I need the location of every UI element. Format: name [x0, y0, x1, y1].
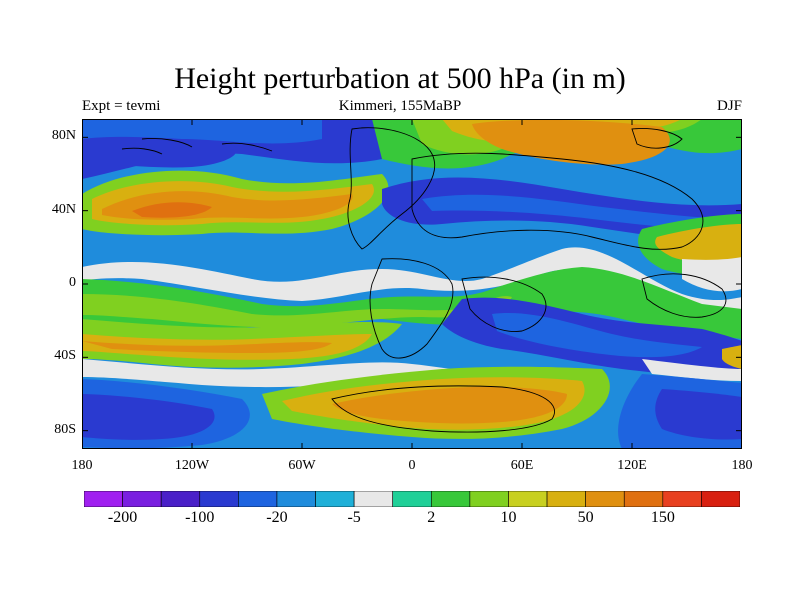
lat-tick-label: 40S	[54, 348, 76, 364]
colorbar-swatch	[353, 491, 394, 507]
colorbar-swatch	[315, 491, 355, 507]
lon-tick-label: 180	[731, 458, 753, 473]
colorbar-swatch	[469, 491, 509, 507]
colorbar-swatch	[430, 491, 471, 507]
colorbar-label: -100	[185, 509, 215, 526]
experiment-label: Expt = tevmi	[82, 98, 161, 114]
lon-tick-label: 0	[408, 458, 416, 473]
colorbar-label: -5	[347, 509, 361, 526]
lat-tick-label: 0	[69, 275, 76, 290]
colorbar-swatch	[84, 491, 123, 507]
colorbar-label: -20	[266, 509, 288, 526]
lat-tick-label: 40N	[51, 201, 76, 217]
lon-tick-label: 120E	[617, 458, 647, 473]
colorbar-swatch	[160, 491, 201, 507]
lon-tick-label: 180	[71, 458, 93, 473]
lat-tick-label: 80N	[51, 128, 76, 144]
colorbar-swatch	[585, 491, 625, 507]
colorbar-label: 150	[650, 509, 675, 526]
colorbar-label: -200	[107, 509, 138, 526]
colorbar	[84, 491, 740, 507]
lon-tick-label: 60E	[510, 458, 534, 473]
colorbar-label: 2	[427, 509, 436, 526]
colorbar-swatch	[546, 491, 586, 507]
plot-title: Height perturbation at 500 hPa (in m)	[174, 62, 626, 95]
colorbar-swatch	[508, 491, 548, 507]
colorbar-swatch	[392, 491, 432, 507]
colorbar-swatch	[122, 491, 162, 507]
coastlines	[121, 127, 727, 433]
season-label: DJF	[716, 98, 742, 114]
colorbar-label: 50	[577, 509, 594, 526]
colorbar-swatch	[662, 491, 702, 507]
height-perturbation-map	[82, 119, 742, 449]
lat-tick-label: 80S	[54, 421, 76, 437]
period-label: Kimmeri, 155MaBP	[338, 98, 462, 114]
colorbar-label: 10	[500, 509, 517, 526]
colorbar-swatch	[199, 491, 239, 507]
colorbar-swatch	[276, 491, 316, 507]
lon-tick-label: 120W	[174, 458, 210, 473]
contour-fill	[82, 119, 742, 449]
lon-tick-label: 60W	[288, 458, 316, 473]
colorbar-swatch	[701, 491, 740, 507]
colorbar-swatch	[623, 491, 664, 507]
colorbar-swatch	[238, 491, 278, 507]
axis-ticks	[82, 119, 742, 449]
